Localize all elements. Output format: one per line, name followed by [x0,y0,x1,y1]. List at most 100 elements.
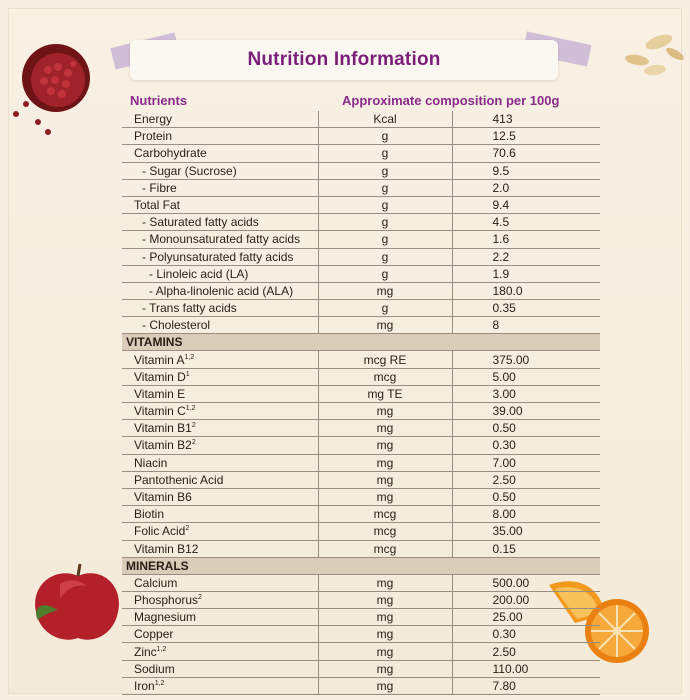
unit-cell: g [317,299,453,318]
table-row: Vitamin D1 mcg 5.00 [122,368,600,386]
title-card: Nutrition Information [130,40,558,80]
nutrient-name-cell: Biotin [122,505,318,524]
nutrient-name-cell: - Saturated fatty acids [122,213,318,232]
unit-cell: g [317,162,453,180]
unit-cell: mg [317,677,453,696]
table-row: Calcium mg 500.00 [122,574,600,592]
nutrient-name: Sodium [134,661,175,676]
value-cell: 8.00 [452,505,600,524]
nutrient-name-cell: Vitamin A1,2 [122,350,318,369]
nutrient-name: Calcium [134,575,178,590]
nutrient-name-cell: Copper [122,625,318,644]
nutrients-header: Nutrients [130,93,188,108]
unit-cell: mg [317,591,453,610]
nutrient-name: Magnesium [134,610,197,625]
nutrient-name-cell: - Trans fatty acids [122,299,318,318]
value-cell: 7.80 [452,677,600,696]
value-cell: 9.5 [452,162,600,180]
unit-cell: mg [317,608,453,627]
nutrient-name-cell: Vitamin B22 [122,436,318,455]
value-cell: 0.35 [452,299,600,318]
nutrient-name: - Fibre [142,180,177,195]
table-row: - Monounsaturated fatty acids g 1.6 [122,230,600,249]
unit-cell: mg [317,402,453,421]
table-row: Vitamin B6 mg 0.50 [122,488,600,507]
table-row: - Polyunsaturated fatty acids g 2.2 [122,248,600,266]
value-cell: 9.4 [452,196,600,215]
unit-cell: g [317,230,453,249]
nutrient-name-cell: - Fibre [122,179,318,197]
nutrient-name-cell: - Monounsaturated fatty acids [122,230,318,249]
value-cell: 7.00 [452,454,600,472]
nutrient-name: - Alpha-linolenic acid (ALA) [149,283,294,298]
unit-cell: mg [317,436,453,455]
nutrient-name-cell: Pantothenic Acid [122,471,318,489]
unit-cell: g [317,179,453,197]
unit-cell: mg [317,574,453,592]
nutrient-name-cell: Iron1,2 [122,677,318,696]
unit-cell: mg [317,454,453,472]
value-cell: 200.00 [452,591,600,610]
table-row: Iron1,2 mg 7.80 [122,677,600,696]
table-row: Biotin mcg 8.00 [122,505,600,524]
value-cell: 180.0 [452,282,600,301]
table-row: Sodium mg 110.00 [122,660,600,678]
nutrient-name-cell: Zinc1,2 [122,642,318,661]
table-row: Protein g 12.5 [122,127,600,146]
nutrient-name: Protein [134,129,173,144]
nutrient-name: Copper [134,627,174,642]
unit-cell: mg [317,488,453,507]
nutrient-name-cell: Vitamin E [122,385,318,404]
value-cell: 12.5 [452,127,600,146]
nutrient-name: Energy [134,112,173,127]
value-cell: 0.50 [452,488,600,507]
table-row: Total Fat g 9.4 [122,196,600,215]
table-row: Folic Acid2 mcg 35.00 [122,522,600,541]
pomegranate-image [13,44,90,135]
nutrient-name: Vitamin E [134,386,186,401]
unit-cell: g [317,213,453,232]
value-cell: 0.15 [452,540,600,558]
nutrient-name-cell: Magnesium [122,608,318,627]
unit-cell: mcg [317,505,453,524]
unit-cell: mcg [317,540,453,558]
section-header-row: VITAMINS [122,333,600,352]
table-row: Niacin mg 7.00 [122,454,600,472]
value-cell: 413 [452,111,600,129]
table-row: Copper mg 0.30 [122,625,600,644]
table-row: - Linoleic acid (LA) g 1.9 [122,265,600,283]
table-row: Pantothenic Acid mg 2.50 [122,471,600,489]
nutrient-name: Carbohydrate [134,146,207,161]
nutrient-name: Biotin [134,507,165,522]
nutrient-name-cell: Total Fat [122,196,318,215]
nutrient-name-cell: Protein [122,127,318,146]
nutrient-name-cell: Niacin [122,454,318,472]
nutrient-name-cell: - Polyunsaturated fatty acids [122,248,318,266]
value-cell: 4.5 [452,213,600,232]
nutrition-table: Energy Kcal 413 Protein g 12.5 Carbohydrate g 70… [122,111,600,696]
nutrient-name: Phosphorus [134,592,199,607]
nutrient-name: - Sugar (Sucrose) [142,163,237,178]
composition-header: Approximate composition per 100g [342,93,560,108]
nutrient-name: - Trans fatty acids [142,301,237,316]
unit-cell: g [317,248,453,266]
nutrient-name: Zinc [134,644,157,659]
nutrient-name-cell: Vitamin D1 [122,368,318,386]
table-row: Vitamin B22 mg 0.30 [122,436,600,455]
value-cell: 2.2 [452,248,600,266]
table-row: Vitamin E mg TE 3.00 [122,385,600,404]
footnote-marker: 1,2 [184,353,195,361]
table-row: Energy Kcal 413 [122,111,600,129]
nutrient-name-cell: - Linoleic acid (LA) [122,265,318,283]
table-row: Vitamin B12 mg 0.50 [122,419,600,438]
apple-image [35,563,119,640]
value-cell: 2.50 [452,471,600,489]
table-row: Vitamin B12 mcg 0.15 [122,540,600,558]
unit-cell: mcg RE [317,350,453,369]
nutrient-name-cell: Vitamin B12 [122,540,318,558]
value-cell: 35.00 [452,522,600,541]
section-title: MINERALS [122,557,600,575]
value-cell: 8 [452,316,600,335]
value-cell: 2.0 [452,179,600,197]
footnote-marker: 1 [185,370,190,378]
